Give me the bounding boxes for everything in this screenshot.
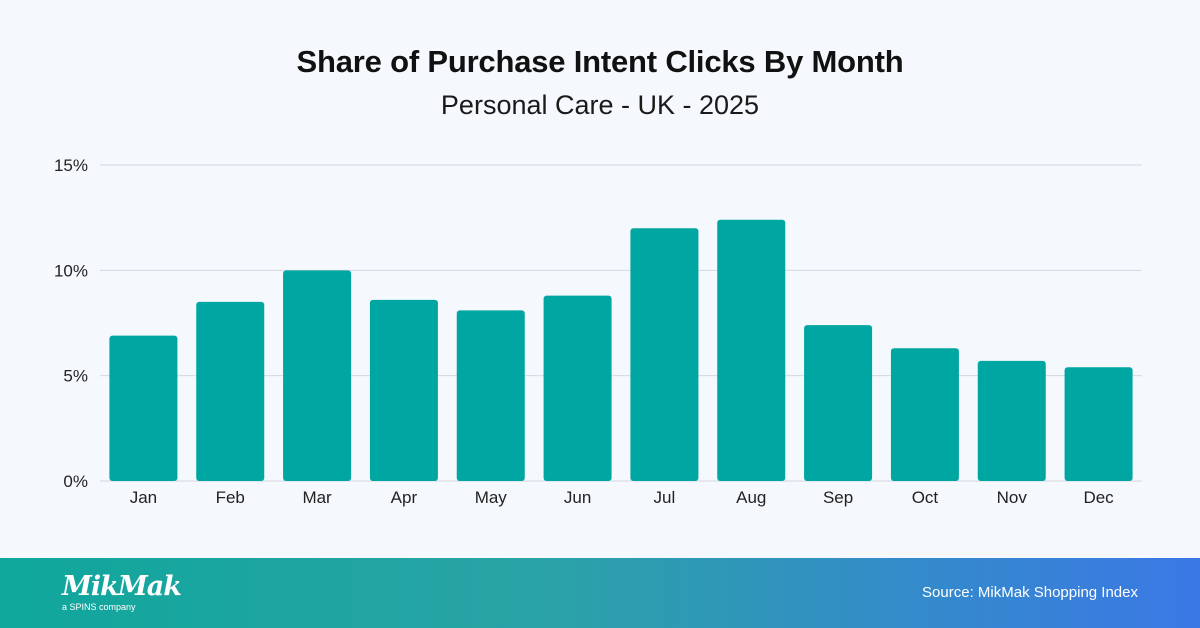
logo-tagline: a SPINS company [62,602,136,612]
x-tick-label: Apr [391,488,418,507]
bar-nov [977,360,1046,481]
bar-chart: 0% 5% 10% 15% Jan Feb Mar Apr May Jun Jul Aug Sep Oct… [54,156,1142,507]
x-tick-label: Jul [654,488,676,507]
x-tick-label: May [475,488,508,507]
chart-subtitle: Personal Care - UK - 2025 [440,90,760,120]
x-tick-label: Feb [216,488,245,507]
y-tick-label: 0% [63,472,88,491]
y-tick-label: 15% [54,156,88,175]
bar-jun [543,295,612,481]
bar-feb [196,301,265,481]
mikmak-logo[interactable]: MikMak [62,571,182,602]
bar-may [456,310,525,481]
chart-title: Share of Purchase Intent Clicks By Month [296,44,904,79]
bar-sep [804,325,873,481]
y-tick-label: 5% [63,367,88,386]
bar-mar [283,270,352,481]
footer-banner: MikMak a SPINS company Source: MikMak Sh… [0,558,1200,628]
bar-aug [717,219,786,482]
bar-jan [109,335,178,481]
bar-jul [630,228,699,481]
x-tick-label: Jun [564,488,591,507]
x-tick-label: Mar [302,488,332,507]
x-tick-label: Sep [823,488,853,507]
source-note: Source: MikMak Shopping Index [922,584,1138,601]
x-tick-label: Oct [912,488,939,507]
bar-oct [890,348,959,481]
x-tick-label: Aug [736,488,766,507]
x-tick-label: Dec [1083,488,1114,507]
x-tick-label: Jan [130,488,157,507]
bar-dec [1064,367,1133,481]
y-tick-label: 10% [54,261,88,280]
bar-apr [369,299,438,481]
x-tick-label: Nov [997,488,1028,507]
